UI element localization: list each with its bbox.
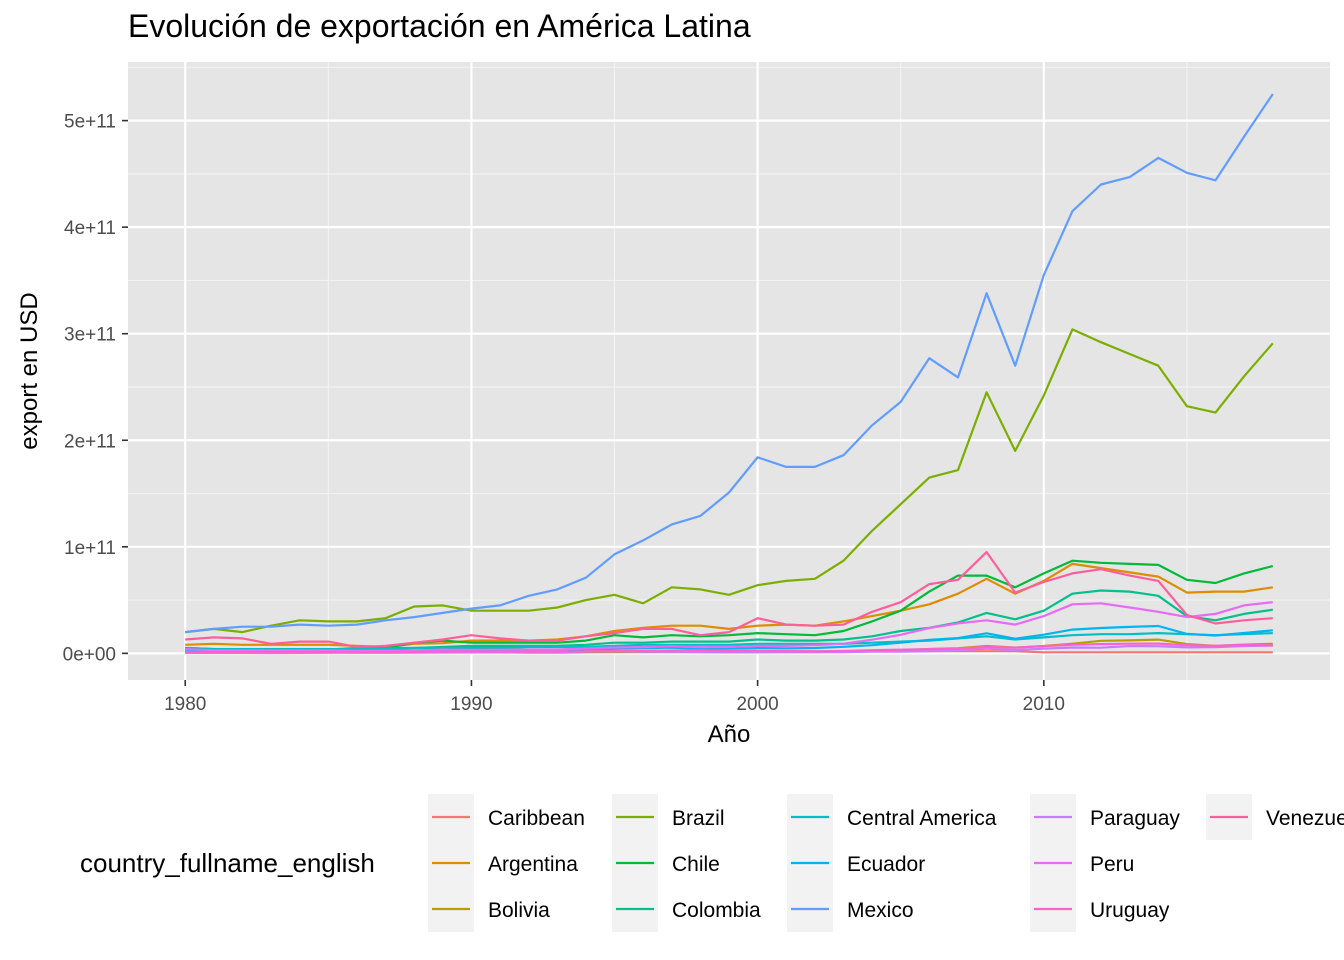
series-line-brazil	[185, 328, 1274, 634]
x-tick-label: 2000	[736, 694, 778, 715]
y-tick-label: 3e+11	[64, 325, 116, 346]
y-tick-label: 2e+11	[64, 431, 116, 452]
series-line-peru	[185, 601, 1273, 652]
series-line-uruguay	[185, 642, 1273, 654]
x-tick-label: 1990	[450, 694, 492, 715]
legend-label: Caribbean	[488, 807, 585, 830]
y-tick-label: 4e+11	[64, 218, 116, 239]
legend-label: Mexico	[847, 899, 914, 922]
series-line-venezuela	[185, 550, 1273, 649]
x-axis-title: Año	[708, 721, 751, 748]
legend-label: Bolivia	[488, 899, 550, 922]
chart-title: Evolución de exportación en América Lati…	[128, 8, 751, 44]
plot-panel	[128, 62, 1330, 680]
legend: country_fullname_english Caribbean Argent…	[80, 794, 1344, 932]
series-lines	[185, 93, 1274, 655]
legend-label: Venezuela	[1266, 807, 1344, 830]
legend-title: country_fullname_english	[80, 848, 375, 878]
y-tick-label: 0e+00	[63, 644, 116, 665]
legend-label: Colombia	[672, 899, 761, 922]
legend-label: Argentina	[488, 853, 578, 876]
legend-label: Paraguay	[1090, 807, 1180, 830]
y-tick-label: 5e+11	[64, 112, 116, 133]
legend-label: Ecuador	[847, 853, 925, 876]
legend-label: Peru	[1090, 853, 1134, 876]
legend-label: Uruguay	[1090, 899, 1170, 922]
x-tick-label: 2010	[1023, 694, 1065, 715]
series-line-central-america	[185, 631, 1273, 651]
legend-label: Brazil	[672, 807, 725, 830]
y-axis-title: export en USD	[16, 292, 43, 449]
y-tick-label: 1e+11	[64, 538, 116, 559]
legend-label: Chile	[672, 853, 720, 876]
axes: 1980 1990 2000 2010 0e+00 1e+11 2e+11 3e+11 4e+1…	[63, 112, 1065, 715]
series-line-mexico	[185, 93, 1274, 634]
x-tick-label: 1980	[164, 694, 206, 715]
legend-label: Central America	[847, 807, 997, 830]
